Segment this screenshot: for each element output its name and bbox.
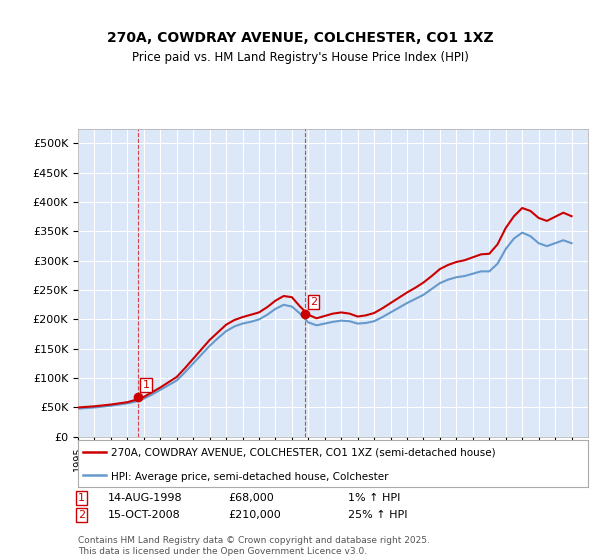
Text: 14-AUG-1998: 14-AUG-1998 [108, 493, 182, 503]
Text: 15-OCT-2008: 15-OCT-2008 [108, 510, 181, 520]
Text: 270A, COWDRAY AVENUE, COLCHESTER, CO1 1XZ (semi-detached house): 270A, COWDRAY AVENUE, COLCHESTER, CO1 1X… [111, 448, 496, 458]
Text: 2: 2 [310, 297, 317, 307]
Text: 25% ↑ HPI: 25% ↑ HPI [348, 510, 407, 520]
Text: 1: 1 [142, 380, 149, 390]
Text: Contains HM Land Registry data © Crown copyright and database right 2025.
This d: Contains HM Land Registry data © Crown c… [78, 536, 430, 556]
Text: Price paid vs. HM Land Registry's House Price Index (HPI): Price paid vs. HM Land Registry's House … [131, 52, 469, 64]
Text: 1% ↑ HPI: 1% ↑ HPI [348, 493, 400, 503]
Text: 270A, COWDRAY AVENUE, COLCHESTER, CO1 1XZ: 270A, COWDRAY AVENUE, COLCHESTER, CO1 1X… [107, 31, 493, 45]
Text: 2: 2 [78, 510, 85, 520]
Text: £68,000: £68,000 [228, 493, 274, 503]
Text: HPI: Average price, semi-detached house, Colchester: HPI: Average price, semi-detached house,… [111, 472, 389, 482]
Text: 1: 1 [78, 493, 85, 503]
Text: £210,000: £210,000 [228, 510, 281, 520]
